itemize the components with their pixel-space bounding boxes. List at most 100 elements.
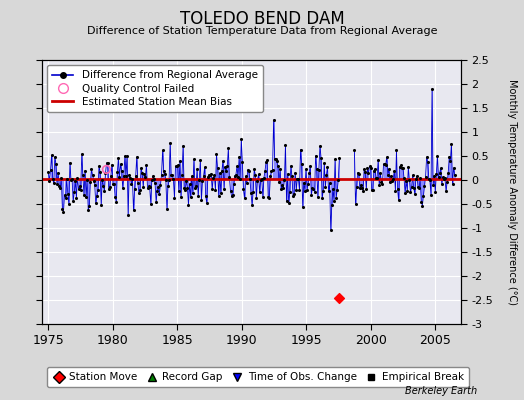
Point xyxy=(292,186,300,193)
Point xyxy=(80,192,88,198)
Point xyxy=(75,183,84,189)
Point xyxy=(297,146,305,153)
Point xyxy=(69,198,78,204)
Point xyxy=(176,158,184,164)
Point xyxy=(202,193,210,199)
Point xyxy=(288,173,296,180)
Legend: Station Move, Record Gap, Time of Obs. Change, Empirical Break: Station Move, Record Gap, Time of Obs. C… xyxy=(47,367,469,388)
Point xyxy=(151,180,159,186)
Point xyxy=(146,184,154,190)
Point xyxy=(281,142,290,148)
Point xyxy=(92,200,100,206)
Point xyxy=(424,176,433,182)
Point xyxy=(178,172,186,178)
Point xyxy=(160,171,169,178)
Point xyxy=(199,173,208,180)
Point xyxy=(444,170,452,176)
Point xyxy=(265,194,274,201)
Point xyxy=(435,170,444,176)
Point xyxy=(429,182,438,188)
Point xyxy=(375,182,384,188)
Point xyxy=(211,187,220,193)
Point xyxy=(172,163,181,169)
Point xyxy=(285,200,293,206)
Point xyxy=(78,151,86,157)
Point xyxy=(77,187,85,194)
Point xyxy=(299,204,307,211)
Point xyxy=(390,168,399,174)
Point xyxy=(415,185,423,192)
Point xyxy=(117,168,126,174)
Point xyxy=(89,172,97,178)
Point xyxy=(321,184,330,190)
Point xyxy=(126,174,135,181)
Point xyxy=(362,186,370,192)
Point xyxy=(421,173,430,180)
Point xyxy=(246,176,254,182)
Point xyxy=(109,181,117,187)
Point xyxy=(174,188,183,194)
Point xyxy=(50,180,58,186)
Point xyxy=(290,191,298,197)
Point xyxy=(165,177,173,184)
Point xyxy=(262,159,270,165)
Point xyxy=(244,166,252,173)
Point xyxy=(125,171,134,178)
Point xyxy=(328,202,336,209)
Point xyxy=(353,184,361,190)
Point xyxy=(138,170,146,176)
Point xyxy=(67,177,75,183)
Point xyxy=(55,182,63,189)
Point xyxy=(360,166,368,172)
Point xyxy=(236,176,244,183)
Point xyxy=(116,161,125,167)
Point xyxy=(56,185,64,191)
Point xyxy=(310,188,319,195)
Point xyxy=(260,175,268,181)
Point xyxy=(201,164,209,171)
Point xyxy=(192,183,200,190)
Point xyxy=(351,200,359,207)
Point xyxy=(93,192,101,199)
Point xyxy=(447,140,456,147)
Point xyxy=(269,117,278,123)
Point xyxy=(446,158,454,164)
Point xyxy=(91,182,99,188)
Point xyxy=(442,188,450,194)
Point xyxy=(293,176,301,182)
Point xyxy=(227,192,236,199)
Point xyxy=(317,154,325,161)
Point xyxy=(232,172,240,178)
Point xyxy=(369,168,378,174)
Point xyxy=(357,182,365,188)
Text: Difference of Station Temperature Data from Regional Average: Difference of Station Temperature Data f… xyxy=(87,26,437,36)
Point xyxy=(259,194,267,200)
Point xyxy=(388,178,396,184)
Point xyxy=(412,176,420,182)
Point xyxy=(268,167,277,174)
Point xyxy=(283,171,292,177)
Point xyxy=(441,175,449,182)
Point xyxy=(154,184,162,190)
Point xyxy=(364,170,373,176)
Point xyxy=(356,185,364,192)
Point xyxy=(181,187,190,193)
Point xyxy=(289,192,297,199)
Point xyxy=(85,203,93,209)
Point xyxy=(149,173,157,179)
Point xyxy=(225,174,234,181)
Point xyxy=(231,172,239,179)
Point xyxy=(241,195,249,201)
Point xyxy=(84,206,92,213)
Point xyxy=(355,171,363,178)
Point xyxy=(215,170,224,176)
Point xyxy=(90,178,98,184)
Point xyxy=(303,187,311,193)
Point xyxy=(286,188,294,195)
Point xyxy=(72,194,81,201)
Point xyxy=(256,177,265,183)
Point xyxy=(112,198,121,205)
Point xyxy=(392,147,401,154)
Point xyxy=(122,172,130,179)
Point xyxy=(377,178,386,185)
